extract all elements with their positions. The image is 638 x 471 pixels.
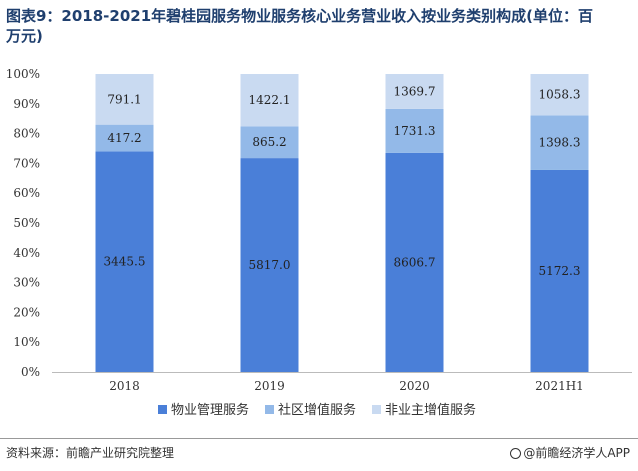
x-axis: 2018 2019 2020 2021H1 <box>52 372 632 393</box>
y-tick-label: 10% <box>13 335 40 349</box>
legend: 物业管理服务 社区增值服务 非业主增值服务 <box>158 402 476 418</box>
legend-label: 非业主增值服务 <box>385 402 476 418</box>
y-axis: 0% 10% 20% 30% 40% 50% 60% 70% 80% 90% 100% <box>6 67 40 379</box>
brand-text: @前瞻经济学人APP <box>523 446 630 460</box>
y-tick-label: 30% <box>13 276 40 290</box>
bar-segment <box>240 158 299 372</box>
y-tick-label: 50% <box>13 216 40 230</box>
bar-segment <box>95 151 154 372</box>
source-note: 资料来源：前瞻产业研究院整理 <box>6 446 175 460</box>
y-tick-label: 0% <box>21 365 40 379</box>
bar-segment <box>95 124 154 152</box>
y-tick-label: 90% <box>13 97 40 111</box>
x-tick-label: 2020 <box>399 379 430 393</box>
brand-logo-icon <box>510 448 522 459</box>
legend-label: 社区增值服务 <box>278 402 356 418</box>
footer-divider <box>0 438 638 439</box>
bar-segment <box>240 74 299 127</box>
brand-credit: @前瞻经济学人APP <box>510 444 630 461</box>
x-tick-label: 2021H1 <box>535 379 584 393</box>
legend-swatch <box>265 405 274 414</box>
bar-segment <box>530 169 589 372</box>
data-label: 865.2 <box>252 135 286 149</box>
bar-segment <box>385 152 444 372</box>
legend-swatch <box>158 405 167 414</box>
data-label: 417.2 <box>107 131 141 145</box>
chart-title: 图表9：2018-2021年碧桂园服务物业服务核心业务营业收入按业务类别构成(单… <box>6 7 594 45</box>
bars: 3445.5 417.2 791.1 5817.0 865.2 1422.1 8606.7 1… <box>95 74 589 372</box>
bar-segment <box>385 74 444 109</box>
bar-segment <box>385 108 444 153</box>
data-label: 791.1 <box>107 92 141 106</box>
data-label: 1398.3 <box>539 136 581 150</box>
y-tick-label: 80% <box>13 127 40 141</box>
data-label: 1369.7 <box>394 84 436 98</box>
bar-segment <box>240 126 299 159</box>
data-label: 1058.3 <box>539 88 581 102</box>
data-label: 1422.1 <box>249 93 291 107</box>
legend-swatch <box>372 405 381 414</box>
y-tick-label: 70% <box>13 156 40 170</box>
data-label: 5172.3 <box>539 264 581 278</box>
bar-segment <box>95 74 154 125</box>
y-tick-label: 40% <box>13 246 40 260</box>
data-label: 8606.7 <box>394 255 436 269</box>
bar-segment <box>530 115 589 170</box>
y-tick-label: 60% <box>13 186 40 200</box>
data-label: 3445.5 <box>104 255 146 269</box>
y-tick-label: 100% <box>6 67 40 81</box>
y-tick-label: 20% <box>13 305 40 319</box>
x-tick-label: 2019 <box>254 379 285 393</box>
data-label: 5817.0 <box>249 258 291 272</box>
x-tick-label: 2018 <box>109 379 140 393</box>
bar-segment <box>530 74 589 116</box>
legend-label: 物业管理服务 <box>171 402 249 418</box>
data-label: 1731.3 <box>394 124 436 138</box>
